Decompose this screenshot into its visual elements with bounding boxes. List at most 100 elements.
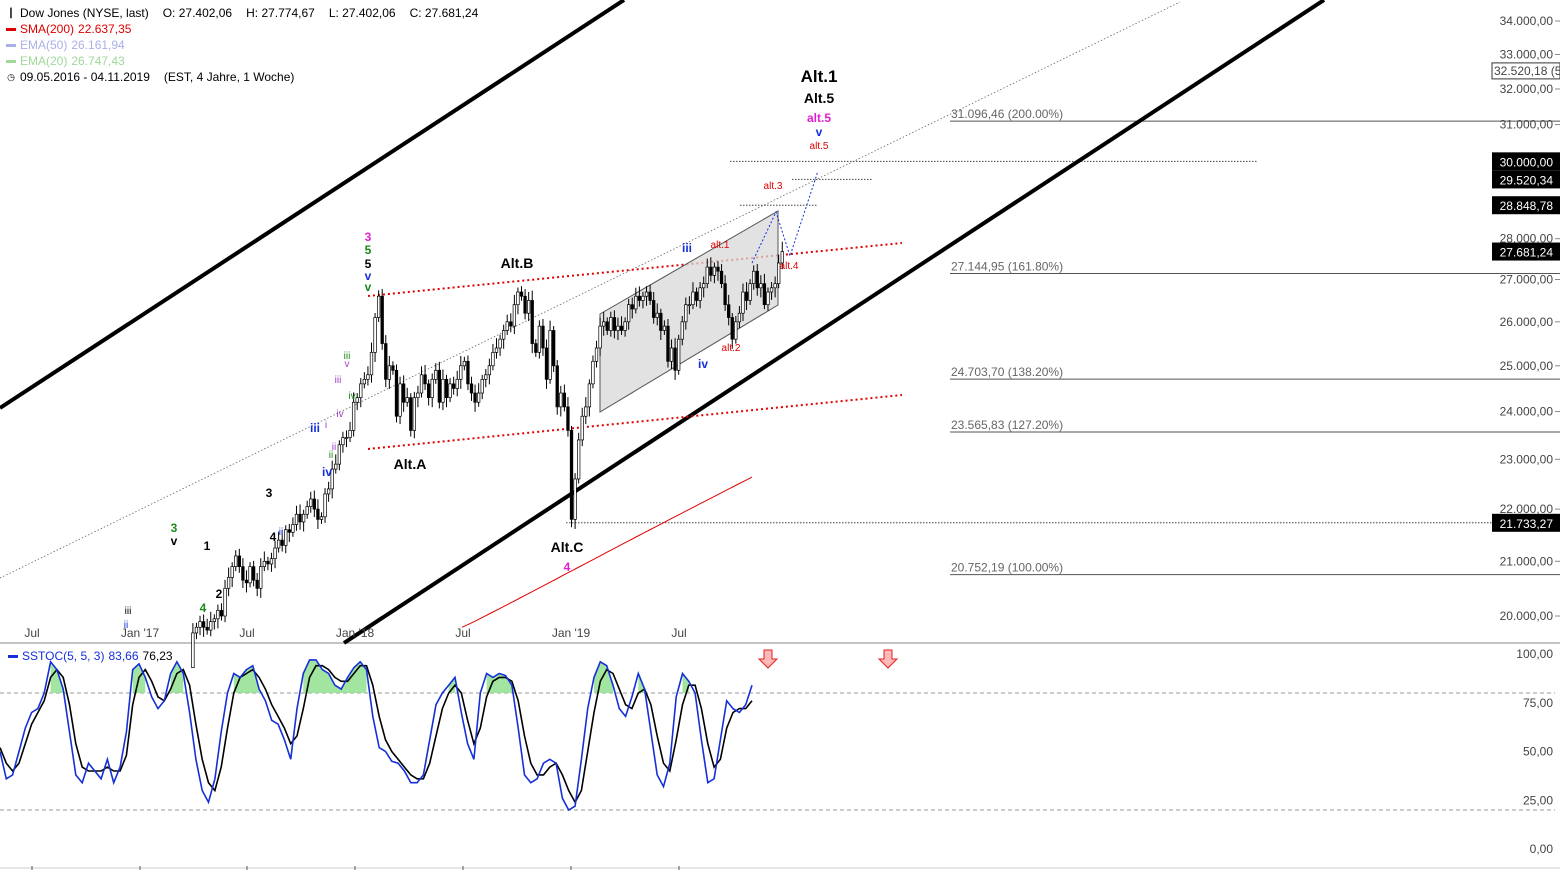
candle-body: [744, 291, 749, 301]
candle-body: [462, 360, 467, 367]
overbought-fill: [170, 661, 184, 693]
candle-body: [741, 291, 745, 314]
legend-ema50-row[interactable]: EMA(50) 26.161,94: [6, 37, 478, 53]
candle-body: [437, 369, 442, 403]
candle-body: [737, 312, 742, 323]
candle-body: [509, 321, 513, 327]
candle-body: [419, 374, 424, 394]
price-tick-label: 34.000,00: [1500, 14, 1554, 28]
candle-body: [266, 560, 270, 565]
overbought-fill: [303, 659, 367, 693]
candlestick-icon: ┃: [8, 8, 14, 18]
candle-body: [305, 506, 309, 515]
candle-body: [698, 287, 702, 301]
overbought-fill: [233, 665, 260, 693]
candle-body: [559, 392, 563, 408]
price-candles: [191, 170, 819, 668]
candle-body: [505, 321, 509, 331]
price-tick-label: 26.000,00: [1500, 315, 1554, 329]
legend-ema50-value: 26.161,94: [71, 38, 125, 52]
legend-open: O: 27.402,06: [162, 6, 233, 20]
legend-ema20-row[interactable]: EMA(20) 26.747,43: [6, 53, 478, 69]
ema20-swatch: [6, 59, 16, 63]
legend-title: Dow Jones (NYSE, last): [20, 6, 149, 20]
price-tag: [1492, 196, 1560, 215]
candle-body: [473, 392, 477, 403]
candle-body: [434, 369, 438, 380]
candle-body: [191, 632, 195, 668]
wave-label: Alt.1: [801, 67, 838, 86]
wave-label: i: [325, 420, 327, 431]
price-tag-label: 28.848,78: [1500, 199, 1554, 213]
candle-body: [641, 295, 645, 301]
candle-body: [634, 295, 638, 310]
candle-body: [644, 291, 649, 297]
legend-range-info: (EST, 4 Jahre, 1 Woche): [163, 70, 295, 84]
stoch-swatch: [8, 654, 18, 658]
candle-body: [412, 397, 417, 431]
candle-body: [530, 300, 534, 344]
candle-body: [612, 317, 617, 331]
candle-body: [562, 392, 567, 408]
stochastic-legend[interactable]: SSTOC(5, 5, 3) 83,66 76,23: [8, 648, 173, 664]
price-tick-label: 20.000,00: [1500, 609, 1554, 623]
wave-label: 4: [270, 530, 277, 544]
grid-layer: 31.096,46 (200.00%)27.144,95 (161.80%)24…: [0, 107, 1560, 869]
candle-body: [544, 347, 549, 380]
wave-label: alt.1: [711, 240, 730, 251]
legend-sma-row[interactable]: SMA(200) 22.637,35: [6, 21, 478, 37]
projection-path: [751, 170, 819, 264]
time-tick-label: Jul: [239, 626, 254, 640]
candle-body: [416, 392, 420, 398]
sma-swatch: [6, 27, 16, 31]
candle-body: [648, 291, 652, 301]
wave-label: iv: [698, 357, 708, 371]
candle-body: [691, 291, 695, 306]
candle-body: [748, 283, 752, 301]
wave-label: Alt.5: [804, 90, 835, 106]
candle-body: [566, 406, 570, 431]
candle-body: [727, 304, 731, 318]
candle-body: [426, 383, 431, 398]
time-tick-label: Jan '17: [121, 626, 160, 640]
red-resistance-line: [367, 242, 903, 297]
candle-body: [712, 266, 717, 276]
candle-body: [376, 295, 381, 318]
wave-label: Alt.B: [501, 255, 534, 271]
candle-body: [241, 566, 245, 581]
candle-body: [223, 587, 227, 617]
candle-body: [623, 321, 627, 331]
wave-label: v: [365, 269, 372, 283]
legend-ema20-label: EMA(20): [20, 54, 68, 68]
candle-body: [523, 295, 527, 314]
wave-label: 3: [266, 486, 273, 500]
legend-close: C: 27.681,24: [409, 6, 479, 20]
wave-label: 5: [365, 257, 372, 271]
wave-label: iii: [344, 351, 351, 362]
candle-body: [276, 539, 281, 549]
candle-body: [491, 352, 495, 367]
candle-body: [759, 283, 763, 289]
osc-tick-label: 25,00: [1523, 793, 1553, 807]
candle-body: [334, 463, 338, 470]
wave-label: ii: [332, 442, 336, 453]
wave-label: ii: [329, 450, 333, 461]
candle-body: [234, 555, 238, 567]
candle-body: [476, 392, 481, 403]
candle-body: [680, 321, 684, 340]
wave-label: Alt.A: [394, 456, 427, 472]
fib-level-label: 27.144,95 (161.80%): [951, 259, 1063, 273]
fib-level-label: 24.703,70 (138.20%): [951, 365, 1063, 379]
candle-body: [709, 266, 713, 276]
stoch-k-value: 83,66: [108, 649, 139, 663]
candle-body: [205, 626, 209, 631]
candle-body: [498, 338, 502, 349]
time-tick-label: Jul: [671, 626, 686, 640]
candle-body: [705, 266, 709, 284]
candle-body: [448, 383, 452, 398]
candle-body: [762, 283, 767, 306]
time-tick-label: Jul: [455, 626, 470, 640]
candle-body: [209, 621, 213, 631]
candle-body: [194, 626, 199, 634]
candle-body: [226, 577, 231, 589]
